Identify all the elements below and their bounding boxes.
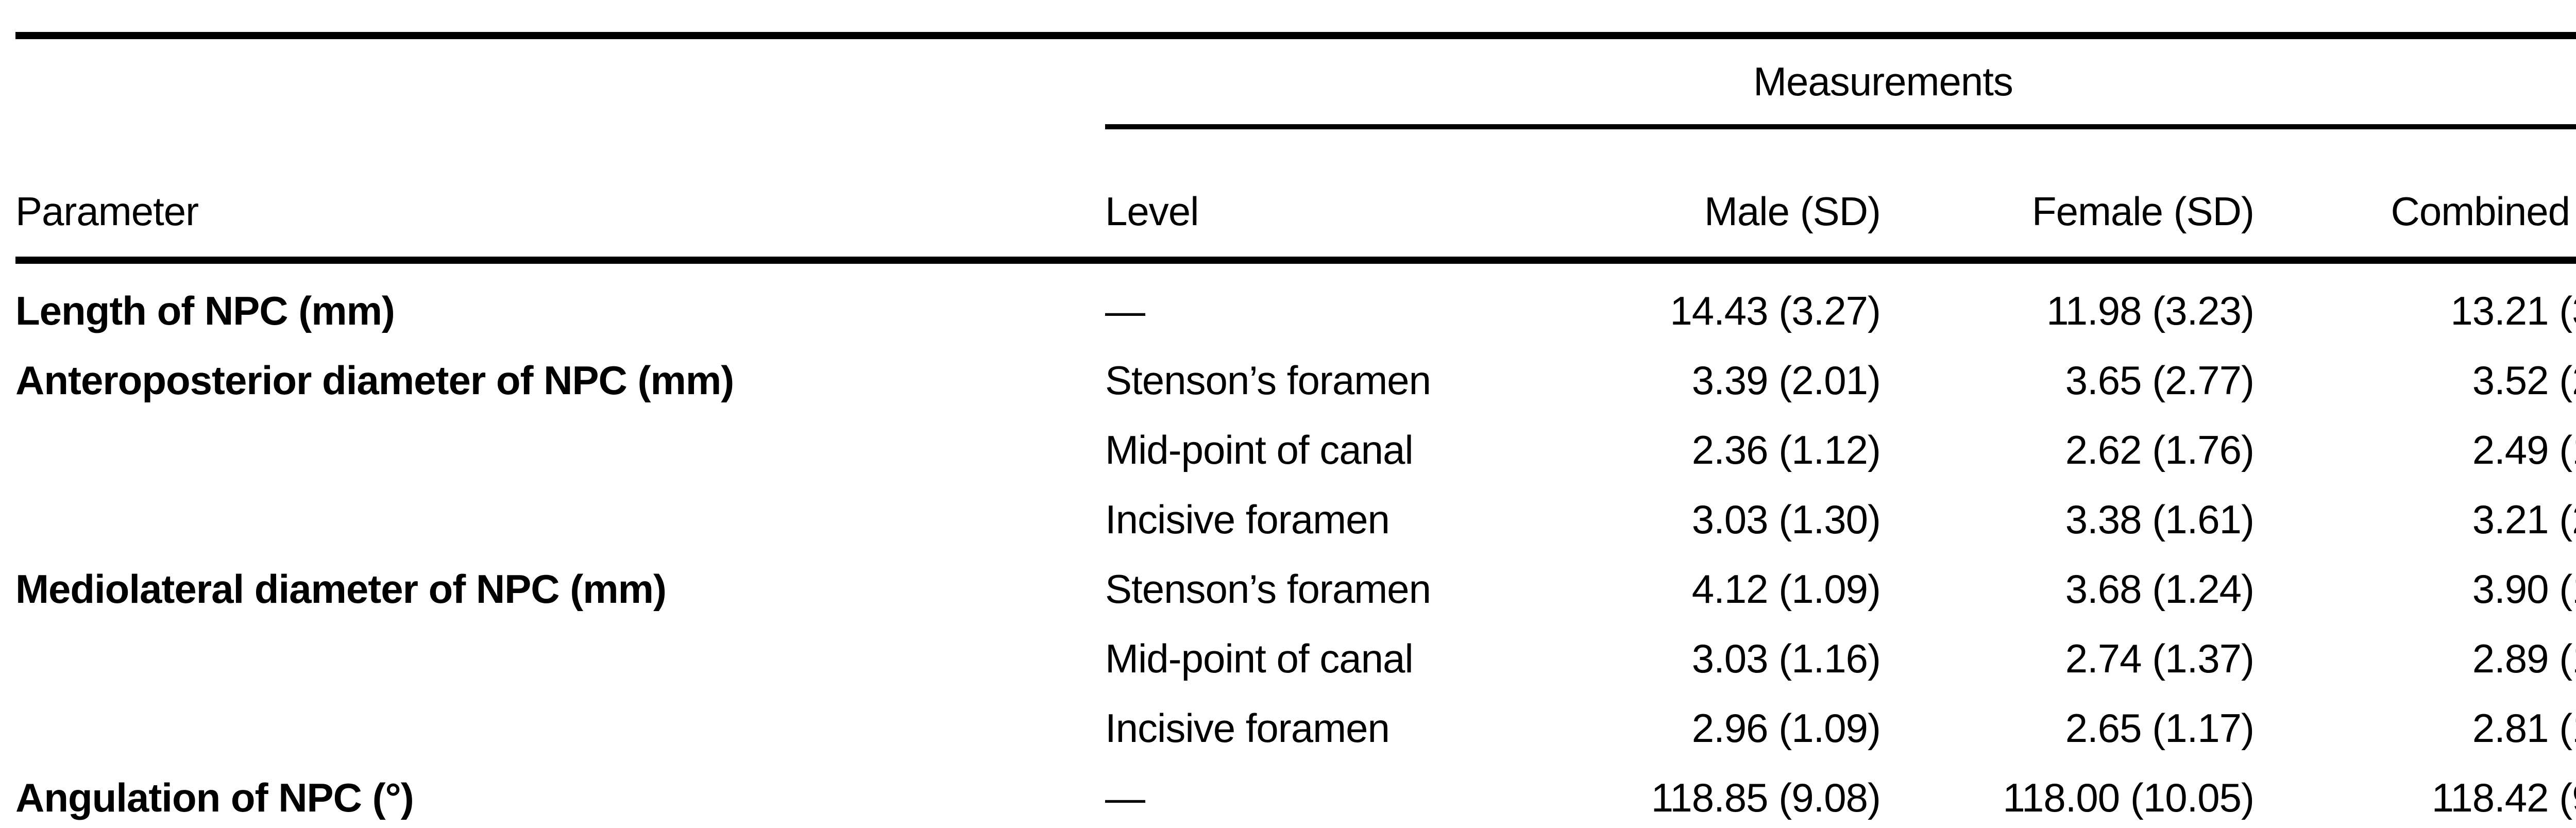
female-cell: 3.68 (1.24)	[2065, 566, 2255, 612]
combined-cell: 3.21 (2.91)	[2472, 497, 2576, 542]
male-cell: 3.39 (2.01)	[1691, 358, 1881, 403]
table-row: Mediolateral diameter of NPC (mm) Stenso…	[15, 554, 2576, 624]
level-cell: Incisive foramen	[1105, 705, 1390, 751]
male-cell: 2.96 (1.09)	[1691, 705, 1881, 751]
male-cell: 3.03 (1.16)	[1691, 636, 1881, 681]
level-cell: —	[1105, 288, 1145, 333]
spacer-cell	[15, 36, 1105, 127]
female-cell: 2.62 (1.76)	[2065, 427, 2255, 472]
combined-cell: 2.81 (1.13)	[2472, 705, 2576, 751]
table-row: Incisive foramen 2.96 (1.09) 2.65 (1.17)…	[15, 694, 2576, 763]
col-header-female: Female (SD)	[1880, 127, 2255, 264]
level-cell: Stenson’s foramen	[1105, 566, 1431, 612]
parameter-cell: Mediolateral diameter of NPC (mm)	[15, 566, 667, 612]
level-cell: —	[1105, 775, 1145, 820]
female-cell: 118.00 (10.05)	[2003, 775, 2255, 820]
parameter-cell	[15, 694, 1105, 763]
table-row: Mid-point of canal 2.36 (1.12) 2.62 (1.7…	[15, 415, 2576, 485]
column-header-row: Parameter Level Male (SD) Female (SD) Co…	[15, 127, 2576, 264]
level-cell: Incisive foramen	[1105, 497, 1390, 542]
combined-cell: 2.89 (1.27)	[2472, 636, 2576, 681]
col-header-parameter: Parameter	[15, 127, 1105, 264]
male-cell: 3.03 (1.30)	[1691, 497, 1881, 542]
col-header-level: Level	[1105, 127, 1595, 264]
table-row: Incisive foramen 3.03 (1.30) 3.38 (1.61)…	[15, 485, 2576, 554]
male-cell: 2.36 (1.12)	[1691, 427, 1881, 472]
table-row: Mid-point of canal 3.03 (1.16) 2.74 (1.3…	[15, 624, 2576, 694]
male-cell: 14.43 (3.27)	[1670, 288, 1881, 333]
parameter-cell	[15, 415, 1105, 485]
female-cell: 2.65 (1.17)	[2065, 705, 2255, 751]
combined-cell: 3.52 (2.39)	[2472, 358, 2576, 403]
female-cell: 2.74 (1.37)	[2065, 636, 2255, 681]
parameter-cell	[15, 485, 1105, 554]
table-row: Length of NPC (mm) — 14.43 (3.27) 11.98 …	[15, 260, 2576, 346]
npc-measurements-table: Measurements Parameter Level Male (SD) F…	[15, 32, 2576, 828]
combined-cell: 3.90 (1.17)	[2472, 566, 2576, 612]
table-row: Anteroposterior diameter of NPC (mm) Ste…	[15, 346, 2576, 415]
level-cell: Mid-point of canal	[1105, 427, 1414, 472]
male-cell: 118.85 (9.08)	[1651, 775, 1881, 820]
col-header-combined: Combined (SD)	[2254, 127, 2576, 264]
female-cell: 11.98 (3.23)	[2046, 288, 2255, 333]
female-cell: 3.65 (2.77)	[2065, 358, 2255, 403]
male-cell: 4.12 (1.09)	[1691, 566, 1881, 612]
measurements-group-header: Measurements	[1105, 36, 2576, 129]
measurements-group-row: Measurements	[15, 36, 2576, 129]
table-row: Angulation of NPC (°) — 118.85 (9.08) 11…	[15, 763, 2576, 828]
female-cell: 3.38 (1.61)	[2065, 497, 2255, 542]
level-cell: Mid-point of canal	[1105, 636, 1414, 681]
col-header-male: Male (SD)	[1595, 127, 1881, 264]
parameter-cell: Anteroposterior diameter of NPC (mm)	[15, 358, 734, 403]
parameter-cell: Angulation of NPC (°)	[15, 775, 414, 820]
level-cell: Stenson’s foramen	[1105, 358, 1431, 403]
parameter-cell	[15, 624, 1105, 694]
combined-cell: 13.21 (3.25)	[2450, 288, 2576, 333]
combined-cell: 2.49 (1.44)	[2472, 427, 2576, 472]
combined-cell: 118.42 (9.53)	[2431, 775, 2576, 820]
parameter-cell: Length of NPC (mm)	[15, 288, 395, 333]
